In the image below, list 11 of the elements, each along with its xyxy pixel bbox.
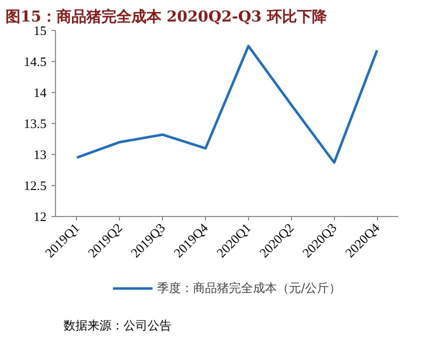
legend-label: 季度：商品猪完全成本（元/公斤） <box>156 280 342 296</box>
y-tick-label: 13 <box>34 147 46 162</box>
y-tick-label: 14.5 <box>24 54 46 69</box>
y-tick-label: 12.5 <box>24 178 46 193</box>
y-tick-label: 13.5 <box>24 116 46 131</box>
chart-title: 图15：商品猪完全成本 2020Q2-Q3 环比下降 <box>6 8 328 26</box>
y-tick-label: 15 <box>34 23 46 38</box>
line-series <box>76 44 378 164</box>
source-note: 数据来源：公司公告 <box>64 318 172 332</box>
y-tick-label: 12 <box>34 209 46 224</box>
y-tick-label: 14 <box>34 85 47 100</box>
